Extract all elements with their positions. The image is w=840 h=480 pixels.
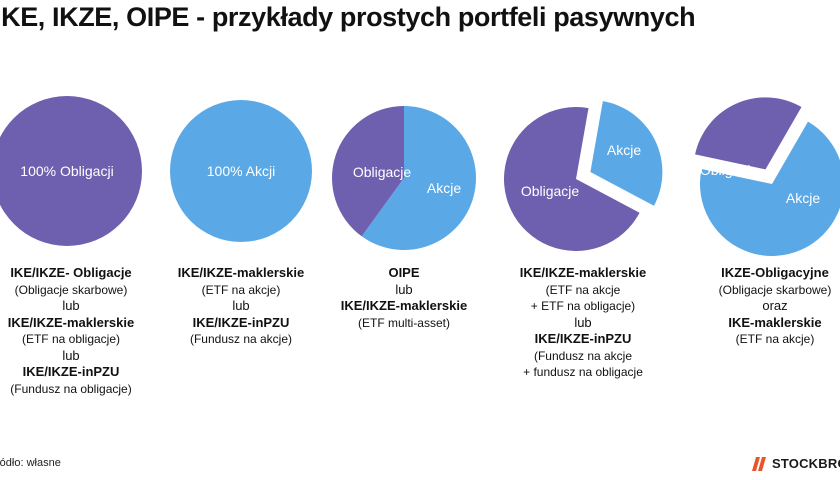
- pie-3-label-akcje: Akcje: [427, 180, 461, 196]
- caption-line: (Obligacje skarbowe): [718, 282, 832, 297]
- caption-line: IKE/IKZE-maklerskie: [519, 265, 647, 280]
- pie-1-label-100-obligacji: 100% Obligacji: [20, 163, 113, 179]
- caption-line: (Fundusz na obligacje): [10, 381, 132, 396]
- caption-line: (ETF na obligacje): [21, 332, 121, 346]
- caption-line: (Fundusz na akcje: [533, 348, 633, 363]
- caption-line: lub: [62, 347, 80, 363]
- caption-line: IKZE-Obligacyjne: [721, 265, 829, 280]
- pie-2-label-100-akcji: 100% Akcji: [207, 163, 275, 179]
- pie-4-label-obligacje: Obligacje: [521, 183, 580, 199]
- source-note: ródło: własne: [0, 457, 61, 469]
- pie-5-slice-obligacje: [695, 97, 802, 170]
- caption-line: IKE-maklerskie: [728, 314, 822, 330]
- pie-3-slice-obligacje: [332, 106, 404, 237]
- caption-line: + ETF na obligacje): [530, 299, 636, 313]
- caption-line: IKE/IKZE-maklerskie: [7, 314, 135, 330]
- stockbroker-logo-icon: [752, 456, 766, 471]
- caption-portfolio-1: IKE/IKZE- Obligacje (Obligacje skarbowe) l…: [0, 265, 171, 397]
- caption-line: (Fundusz na akcje): [189, 332, 293, 346]
- pie-5-label-akcje: Akcje: [786, 190, 820, 206]
- pie-4-label-akcje: Akcje: [607, 142, 641, 158]
- caption-line: (ETF multi-asset): [357, 315, 450, 330]
- caption-portfolio-5: IKZE-Obligacyjne (Obligacje skarbowe) oraz…: [675, 265, 840, 348]
- pie-4-slice-obligacje: [503, 106, 640, 251]
- caption-line: OIPE: [388, 265, 420, 280]
- pie-5-label-obligacje: Obligacje: [700, 162, 759, 178]
- pie-3-slice-akcje: [361, 106, 476, 250]
- caption-line: lub: [395, 281, 413, 297]
- caption-line: IKE/IKZE-inPZU: [192, 314, 290, 330]
- caption-line: lub: [574, 314, 592, 330]
- caption-line: (ETF na akcje: [545, 282, 621, 297]
- caption-line: lub: [232, 298, 250, 313]
- caption-line: (ETF na akcje): [735, 332, 815, 346]
- caption-portfolio-2: IKE/IKZE-maklerskie (ETF na akcje) lub IKE/…: [141, 265, 341, 348]
- caption-portfolio-3: OIPE lub IKE/IKZE-maklerskie (ETF multi-ass…: [304, 265, 504, 331]
- caption-line: IKE/IKZE-inPZU: [534, 331, 632, 346]
- pie-3-label-obligacje: Obligacje: [353, 164, 412, 180]
- caption-line: lub: [62, 298, 80, 313]
- pie-5-slice-akcje: [700, 121, 840, 256]
- caption-line: IKE/IKZE-inPZU: [22, 364, 120, 379]
- brand-logo: STOCKBROKER: [752, 456, 840, 471]
- caption-line: IKE/IKZE-maklerskie: [340, 298, 468, 313]
- caption-line: + fundusz na obligacje: [523, 365, 643, 379]
- caption-line: (Obligacje skarbowe): [14, 282, 128, 297]
- caption-line: (ETF na akcje): [201, 282, 281, 297]
- caption-line: IKE/IKZE- Obligacje: [10, 265, 132, 280]
- caption-line: oraz: [762, 298, 788, 313]
- brand-name: STOCKBROKER: [772, 456, 840, 471]
- pie-1-slice-100-obligacji: [0, 96, 142, 246]
- caption-portfolio-4: IKE/IKZE-maklerskie (ETF na akcje + ETF na…: [483, 265, 683, 381]
- pie-4-slice-akcje: [590, 101, 663, 206]
- page-title: IKE, IKZE, OIPE - przykłady prostych por…: [0, 2, 696, 32]
- caption-line: IKE/IKZE-maklerskie: [177, 265, 305, 280]
- pie-2-slice-100-akcji: [170, 100, 312, 242]
